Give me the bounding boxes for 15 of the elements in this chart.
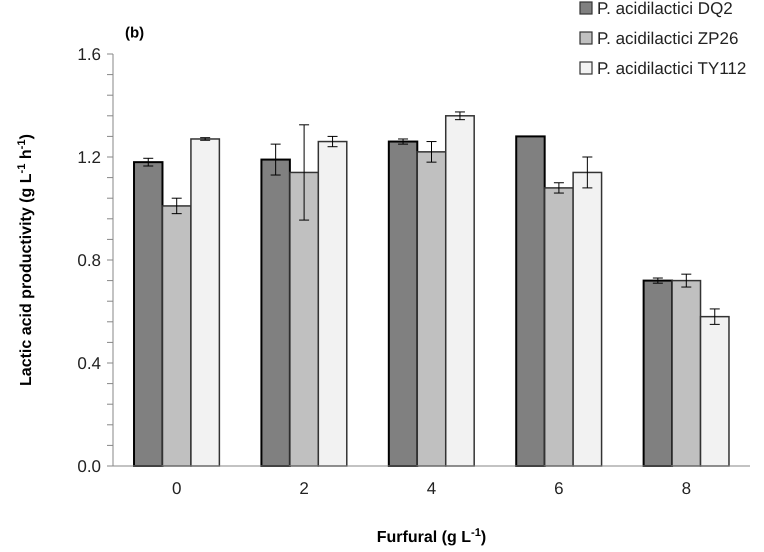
y-tick-label: 0.4	[77, 354, 101, 373]
y-tick-label: 0.0	[77, 456, 101, 476]
chart-title: (b)	[125, 24, 144, 42]
x-tick-label: 6	[554, 479, 564, 498]
legend-label: P. acidilactici TY112	[597, 58, 746, 78]
y-tick-label: 1.2	[77, 148, 101, 167]
x-axis-title: Furfural (g L$^{-1}$)	[376, 527, 486, 546]
x-tick-label: 2	[299, 479, 309, 498]
y-tick-label: 1.6	[77, 44, 101, 64]
x-tick-label: 8	[682, 479, 692, 498]
x-tick-label: 0	[172, 479, 182, 498]
y-tick-label: 0.8	[77, 250, 101, 270]
legend-label: P. acidilactici DQ2	[597, 0, 733, 18]
legend-label: P. acidilactici ZP26	[597, 28, 738, 48]
x-tick-label: 4	[426, 479, 436, 498]
